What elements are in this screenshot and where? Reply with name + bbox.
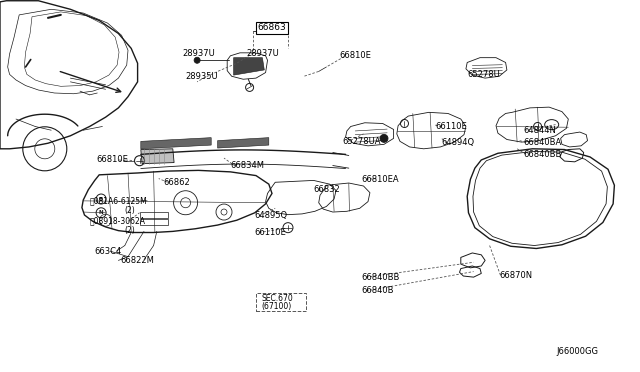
Text: 663C4: 663C4 — [95, 247, 122, 256]
Polygon shape — [141, 149, 174, 164]
Text: 64894Q: 64894Q — [442, 138, 475, 147]
Text: (2): (2) — [125, 206, 136, 215]
Text: 66822M: 66822M — [120, 256, 154, 265]
Polygon shape — [141, 138, 211, 149]
Text: 64895Q: 64895Q — [255, 211, 288, 220]
Text: 66810E: 66810E — [339, 51, 371, 60]
Circle shape — [380, 134, 388, 142]
Text: Ⓚ08918-3062A: Ⓚ08918-3062A — [90, 217, 146, 226]
Text: 28937U: 28937U — [182, 49, 215, 58]
Text: J66000GG: J66000GG — [557, 347, 599, 356]
Text: (67100): (67100) — [261, 302, 291, 311]
Text: 66863: 66863 — [258, 23, 286, 32]
Text: Ⓑ081A6-6125M: Ⓑ081A6-6125M — [90, 196, 147, 205]
Text: SEC.670: SEC.670 — [261, 294, 293, 303]
Polygon shape — [218, 138, 269, 148]
Text: 66870N: 66870N — [499, 271, 532, 280]
Text: N: N — [99, 210, 104, 215]
Text: 65278UA: 65278UA — [342, 137, 381, 146]
Text: 66110E: 66110E — [435, 122, 467, 131]
Text: 66840BA: 66840BA — [524, 138, 562, 147]
Text: (2): (2) — [125, 226, 136, 235]
Text: 28937U: 28937U — [246, 49, 279, 58]
Text: 66840B: 66840B — [362, 286, 394, 295]
Text: 66840BB: 66840BB — [362, 273, 400, 282]
Text: 66110E: 66110E — [255, 228, 287, 237]
Text: 66832: 66832 — [314, 185, 340, 194]
Text: B: B — [99, 196, 103, 202]
Text: 64844N: 64844N — [524, 126, 556, 135]
Text: 66862: 66862 — [163, 178, 190, 187]
Text: 66810E: 66810E — [96, 155, 128, 164]
Text: 65278U: 65278U — [467, 70, 500, 79]
Text: 66834M: 66834M — [230, 161, 264, 170]
Text: 66810EA: 66810EA — [362, 175, 399, 184]
Polygon shape — [234, 58, 264, 75]
Text: 66840BB: 66840BB — [524, 150, 562, 159]
Circle shape — [194, 57, 200, 63]
Text: 28935U: 28935U — [186, 72, 218, 81]
